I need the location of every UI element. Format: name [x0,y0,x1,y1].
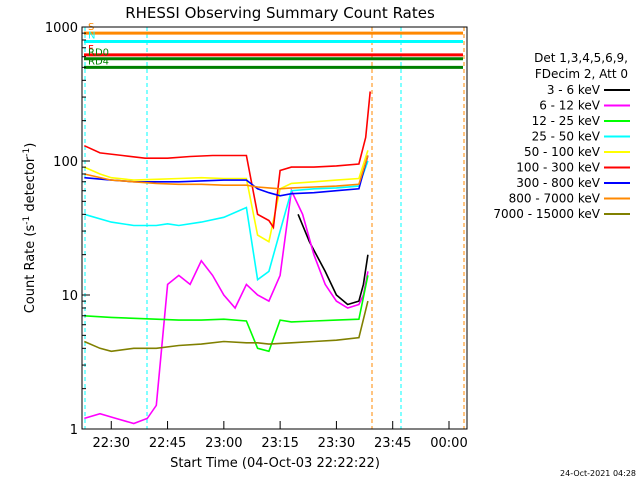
flag-label: RD0 [88,48,109,59]
legend: Det 1,3,4,5,6,9, FDecim 2, Att 0 3 - 6 k… [493,51,630,221]
x-tick-label: 22:30 [93,436,130,451]
x-axis: 22:30 22:45 23:00 23:15 23:30 23:45 00:00 [93,421,468,451]
y-tick-label: 1 [70,423,78,438]
chart-title: RHESSI Observing Summary Count Rates [125,4,435,22]
legend-label: 12 - 25 keV [532,114,601,128]
series-line [83,91,371,230]
x-tick-label: 23:15 [261,436,298,451]
legend-header-2: FDecim 2, Att 0 [535,67,628,81]
y-tick-label: 100 [53,155,78,170]
flag-label: S [88,22,94,33]
flag-label: F [88,44,94,55]
series-line [84,160,369,282]
legend-header-1: Det 1,3,4,5,6,9, [534,51,628,65]
legend-label: 100 - 300 keV [516,161,600,175]
flag-label: N [88,30,95,41]
y-tick-label: 10 [61,289,78,304]
y-tick-label: 1000 [45,21,78,36]
x-tick-label: 22:45 [149,436,186,451]
legend-label: 50 - 100 keV [524,145,601,159]
series-line [84,187,369,425]
guide-lines [84,27,465,429]
plot-frame [81,26,468,430]
legend-label: 7000 - 15000 keV [493,207,600,221]
legend-label: 6 - 12 keV [539,99,601,113]
x-tick-label: 23:30 [318,436,355,451]
x-tick-label: 23:45 [374,436,411,451]
series-line [84,155,369,190]
y-label-part-5: ) [23,143,38,148]
legend-label: 25 - 50 keV [532,130,601,144]
x-tick-label: 00:00 [430,436,467,451]
series-line [84,275,369,353]
y-label-part-3: detector [23,156,38,216]
legend-label: 800 - 7000 keV [509,192,601,206]
y-label-part-1: Count Rate (s [23,225,38,314]
x-tick-label: 23:00 [205,436,242,451]
y-label-part-2: -1 [22,216,32,225]
flag-label: RD4 [88,56,109,67]
y-label-part-4: -1 [22,148,32,157]
y-axis-label: Count Rate (s-1 detector-1) [22,143,38,314]
y-axis: 1 10 100 1000 [45,21,90,438]
series-line [83,300,369,353]
legend-label: 300 - 800 keV [516,176,600,190]
series-layer [83,91,371,425]
x-axis-label: Start Time (04-Oct-03 22:22:22) [170,456,380,471]
series-line [83,150,369,243]
legend-label: 3 - 6 keV [547,83,601,97]
footer-timestamp: 24-Oct-2021 04:28 [560,469,636,478]
